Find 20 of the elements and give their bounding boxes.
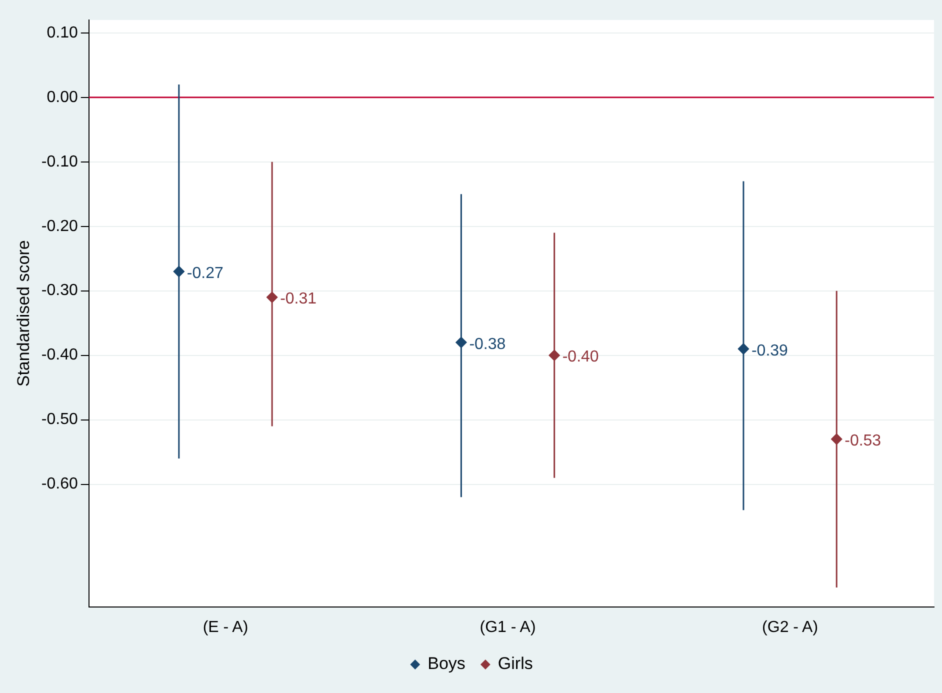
y-tick-label: -0.20: [41, 218, 78, 235]
data-label: -0.53: [844, 432, 882, 450]
x-tick-label: (E - A): [202, 618, 248, 636]
y-tick-label: -0.50: [41, 411, 78, 428]
data-label: -0.31: [280, 290, 317, 308]
data-label: -0.38: [469, 336, 506, 353]
y-tick-label: -0.60: [41, 476, 78, 493]
y-tick-label: -0.40: [41, 346, 78, 364]
x-tick-label: (G1 - A): [480, 618, 536, 636]
legend-label: Girls: [498, 654, 533, 674]
y-axis-title: Standardised score: [14, 240, 33, 387]
y-tick-label: 0.10: [46, 24, 78, 42]
y-tick-label: -0.10: [41, 153, 78, 170]
data-label: -0.39: [751, 342, 788, 360]
x-tick-label: (G2 - A): [762, 618, 818, 636]
data-label: -0.40: [562, 348, 599, 366]
y-tick-label: 0.00: [46, 88, 78, 106]
y-tick-label: -0.30: [41, 282, 78, 300]
legend-label: Boys: [428, 654, 466, 674]
data-label: -0.27: [186, 264, 224, 282]
